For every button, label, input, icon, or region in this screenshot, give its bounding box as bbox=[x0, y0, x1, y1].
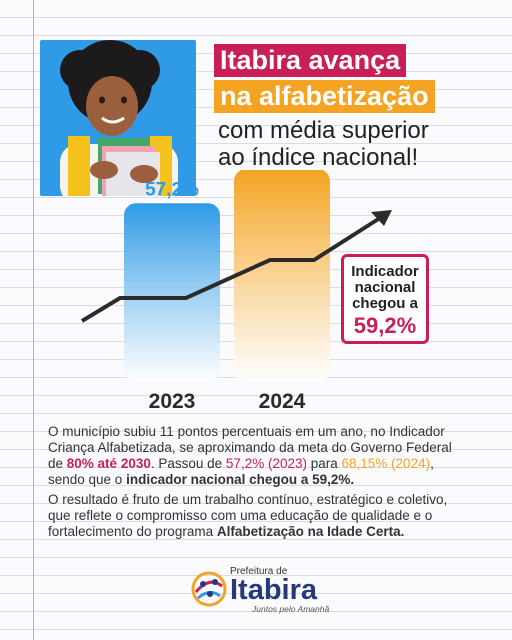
bar-2023 bbox=[124, 203, 220, 382]
p2-text-a: O resultado é fruto de um trabalho contí… bbox=[48, 492, 448, 539]
paragraph-2: O resultado é fruto de um trabalho contí… bbox=[48, 492, 468, 540]
student-photo bbox=[40, 40, 196, 196]
p1-goal: 80% até 2030 bbox=[66, 456, 151, 471]
prefeitura-logo: Prefeitura de Itabira Juntos pelo Amanhã bbox=[190, 566, 330, 616]
p1-text-e: para bbox=[306, 456, 342, 471]
value-label-2023: 57,2% bbox=[145, 179, 199, 200]
p1-text-c: . Passou de bbox=[150, 456, 226, 471]
logo-emblem-icon bbox=[191, 571, 227, 607]
notebook-margin-line bbox=[33, 0, 34, 640]
category-label-2023: 2023 bbox=[149, 390, 196, 413]
indicator-value: 59,2% bbox=[353, 313, 417, 338]
student-illustration bbox=[60, 40, 178, 196]
title-line-2: na alfabetização bbox=[214, 80, 435, 113]
national-indicator-box: Indicador nacional chegou a 59,2% bbox=[341, 254, 429, 344]
p1-text-g: , sendo que o bbox=[48, 456, 434, 487]
p1-national: indicador nacional chegou a 59,2%. bbox=[126, 472, 355, 487]
literacy-bar-chart: 57,2%202368,15%2024 bbox=[80, 170, 392, 413]
p1-value-2024: 68,15% (2024) bbox=[341, 456, 431, 471]
p2-program: Alfabetização na Idade Certa. bbox=[216, 524, 405, 539]
indicator-label: Indicador nacional chegou a bbox=[344, 264, 426, 312]
logo-tagline: Juntos pelo Amanhã bbox=[252, 604, 330, 614]
p1-value-2023: 57,2% (2023) bbox=[225, 456, 307, 471]
trend-line bbox=[80, 216, 382, 323]
category-label-2024: 2024 bbox=[259, 390, 306, 413]
indicator-label-line-3: chegou a bbox=[352, 295, 418, 312]
logo-name: Itabira bbox=[230, 574, 318, 606]
subtitle-line-2: ao índice nacional! bbox=[218, 144, 419, 171]
subtitle-line-1: com média superior bbox=[218, 117, 429, 144]
bar-2024 bbox=[234, 170, 330, 382]
paragraph-1: O município subiu 11 pontos percentuais … bbox=[48, 424, 468, 488]
p1-text-a: O município subiu 11 pontos percentuais … bbox=[48, 424, 452, 471]
logo-top-text: Prefeitura de bbox=[230, 566, 288, 577]
indicator-label-line-2: nacional bbox=[354, 279, 416, 296]
indicator-label-line-1: Indicador bbox=[351, 263, 419, 280]
trend-arrow-head bbox=[371, 210, 392, 226]
title-line-1: Itabira avança bbox=[214, 44, 407, 77]
